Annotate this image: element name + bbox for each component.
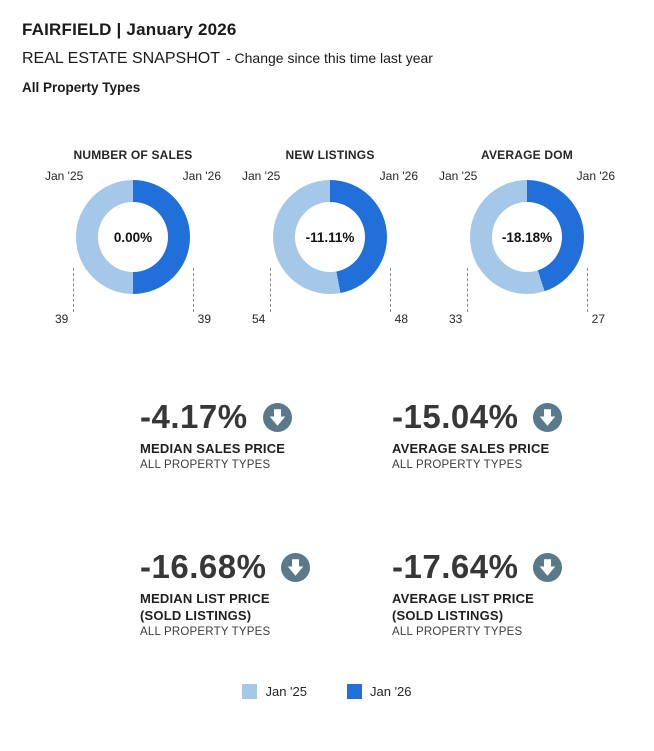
legend-label: Jan '26 xyxy=(370,684,412,699)
stat-sublabel: ALL PROPERTY TYPES xyxy=(392,459,523,471)
stat-value: -15.04% xyxy=(392,398,519,435)
stat-value: -4.17% xyxy=(140,398,248,435)
jan25-label: Jan '25 xyxy=(439,169,478,183)
stat-sublabel: ALL PROPERTY TYPES xyxy=(392,626,523,638)
stat-average-list-price: -17.64% AVERAGE LIST PRICE (SOLD LISTING… xyxy=(392,548,642,638)
donut-hole: -18.18% xyxy=(492,202,562,272)
stat-value: -17.64% xyxy=(392,548,519,585)
stat-sublabel: ALL PROPERTY TYPES xyxy=(140,626,271,638)
leader-line-right xyxy=(390,268,391,312)
value-jan25: 54 xyxy=(252,312,266,326)
page-title: FAIRFIELD | January 2026 xyxy=(22,20,237,39)
legend: Jan '25 Jan '26 xyxy=(0,684,654,699)
jan26-label: Jan '26 xyxy=(576,169,615,183)
down-arrow-icon xyxy=(532,402,563,433)
donut-chart-new-listings: NEW LISTINGS Jan '25 Jan '26 -11.11% 54 … xyxy=(232,148,428,343)
snapshot-subtitle-rest: - Change since this time last year xyxy=(225,50,433,66)
chart-title: AVERAGE DOM xyxy=(481,148,573,162)
down-arrow-icon xyxy=(262,402,293,433)
legend-swatch-jan25 xyxy=(242,684,258,699)
value-jan26: 39 xyxy=(197,312,211,326)
jan25-label: Jan '25 xyxy=(242,169,281,183)
value-jan25: 33 xyxy=(449,312,463,326)
leader-line-right xyxy=(587,268,588,312)
stat-value: -16.68% xyxy=(140,548,267,585)
donut-ring: -18.18% xyxy=(470,180,584,294)
down-arrow-icon xyxy=(532,552,563,583)
stat-average-sales-price: -15.04% AVERAGE SALES PRICE ALL PROPERTY… xyxy=(392,398,642,471)
chart-title: NUMBER OF SALES xyxy=(73,148,193,162)
snapshot-subtitle: REAL ESTATE SNAPSHOT - Change since this … xyxy=(22,50,433,68)
donut-center-value: -11.11% xyxy=(305,229,355,245)
donut-ring: -11.11% xyxy=(273,180,387,294)
donut-hole: -11.11% xyxy=(295,202,365,272)
donut-ring: 0.00% xyxy=(76,180,190,294)
stat-median-list-price: -16.68% MEDIAN LIST PRICE (SOLD LISTINGS… xyxy=(140,548,390,638)
leader-line-left xyxy=(73,268,74,312)
stat-label: AVERAGE LIST PRICE xyxy=(392,591,535,606)
legend-item-jan26: Jan '26 xyxy=(347,684,412,699)
stat-label-line2: (SOLD LISTINGS) xyxy=(392,608,504,623)
donut-center-value: 0.00% xyxy=(113,229,153,245)
stat-label: MEDIAN LIST PRICE xyxy=(140,591,270,606)
value-jan26: 48 xyxy=(394,312,408,326)
jan26-label: Jan '26 xyxy=(379,169,418,183)
property-types-label: All Property Types xyxy=(22,80,141,95)
stat-median-sales-price: -4.17% MEDIAN SALES PRICE ALL PROPERTY T… xyxy=(140,398,390,471)
jan26-label: Jan '26 xyxy=(182,169,221,183)
donut-chart-number-of-sales: NUMBER OF SALES Jan '25 Jan '26 0.00% 39… xyxy=(35,148,231,343)
donut-hole: 0.00% xyxy=(98,202,168,272)
leader-line-left xyxy=(270,268,271,312)
value-jan25: 39 xyxy=(55,312,69,326)
leader-line-right xyxy=(193,268,194,312)
legend-item-jan25: Jan '25 xyxy=(242,684,307,699)
stat-label: MEDIAN SALES PRICE xyxy=(140,441,286,456)
leader-line-left xyxy=(467,268,468,312)
stat-sublabel: ALL PROPERTY TYPES xyxy=(140,459,271,471)
value-jan26: 27 xyxy=(591,312,605,326)
legend-label: Jan '25 xyxy=(265,684,307,699)
down-arrow-icon xyxy=(280,552,311,583)
jan25-label: Jan '25 xyxy=(45,169,84,183)
donut-chart-average-dom: AVERAGE DOM Jan '25 Jan '26 -18.18% 33 2… xyxy=(429,148,625,343)
legend-swatch-jan26 xyxy=(347,684,362,699)
donut-center-value: -18.18% xyxy=(501,229,553,245)
snapshot-subtitle-main: REAL ESTATE SNAPSHOT xyxy=(22,50,220,67)
stat-label: AVERAGE SALES PRICE xyxy=(392,441,550,456)
chart-title: NEW LISTINGS xyxy=(285,148,375,162)
stat-label-line2: (SOLD LISTINGS) xyxy=(140,608,252,623)
